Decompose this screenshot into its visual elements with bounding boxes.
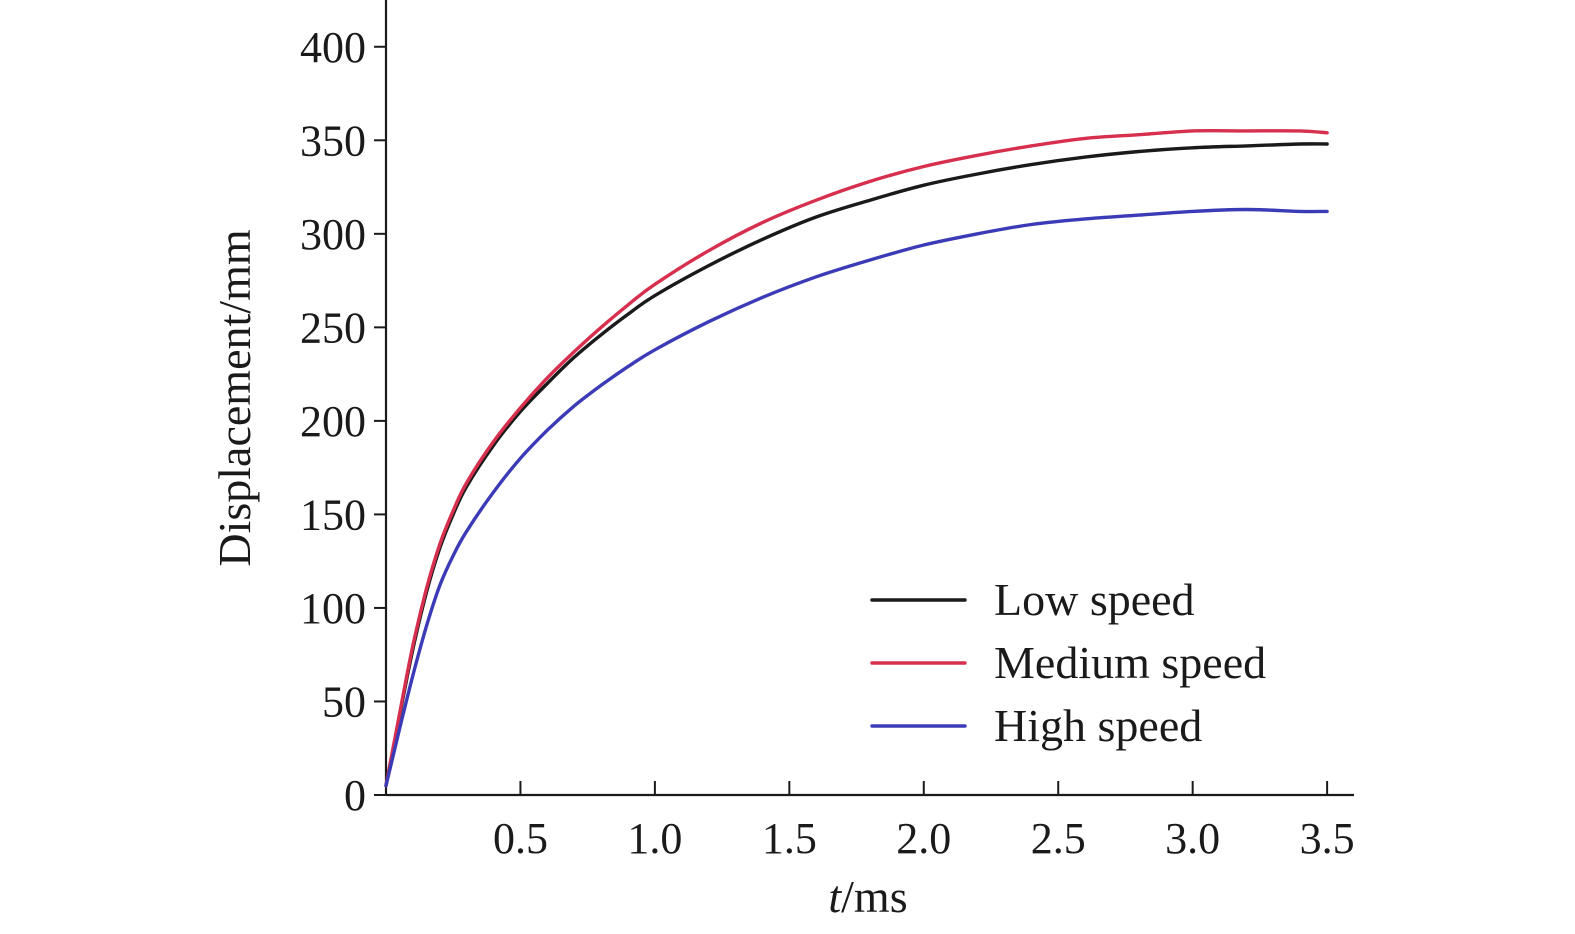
legend-label-high-speed: High speed — [994, 700, 1202, 751]
series-line-medium-speed — [384, 128, 1329, 788]
y-tick-label: 400 — [300, 23, 366, 72]
series-line-high-speed — [384, 207, 1329, 788]
x-tick-label: 1.0 — [627, 814, 682, 863]
legend-label-medium-speed: Medium speed — [994, 637, 1266, 688]
series-layer — [384, 128, 1329, 788]
y-tick-label: 50 — [322, 677, 366, 726]
y-tick-label: 200 — [300, 397, 366, 446]
y-tick-label: 0 — [344, 771, 366, 820]
x-tick-label: 3.0 — [1165, 814, 1220, 863]
y-tick-label: 350 — [300, 116, 366, 165]
series-line-low-speed — [384, 142, 1329, 788]
y-axis-title: Displacement/mm — [209, 229, 260, 566]
y-tick-label: 150 — [300, 490, 366, 539]
axes: 0 50 100 150 200 250 300 350 400 0.5 1.0 1.5 2.0 2.5 3… — [300, 0, 1355, 863]
x-tick-label: 1.5 — [762, 814, 817, 863]
x-axis-title-unit: /ms — [841, 871, 907, 922]
legend-label-low-speed: Low speed — [994, 574, 1195, 625]
x-axis-title-italic: t — [828, 871, 842, 922]
x-tick-label: 2.0 — [896, 814, 951, 863]
y-tick-label: 100 — [300, 584, 366, 633]
x-tick-label: 0.5 — [493, 814, 548, 863]
x-tick-label: 2.5 — [1031, 814, 1086, 863]
y-tick-label: 250 — [300, 303, 366, 352]
legend: Low speed Medium speed High speed — [870, 574, 1266, 751]
x-tick-label: 3.5 — [1300, 814, 1355, 863]
x-axis-title: t/ms — [828, 871, 907, 922]
y-tick-label: 300 — [300, 210, 366, 259]
